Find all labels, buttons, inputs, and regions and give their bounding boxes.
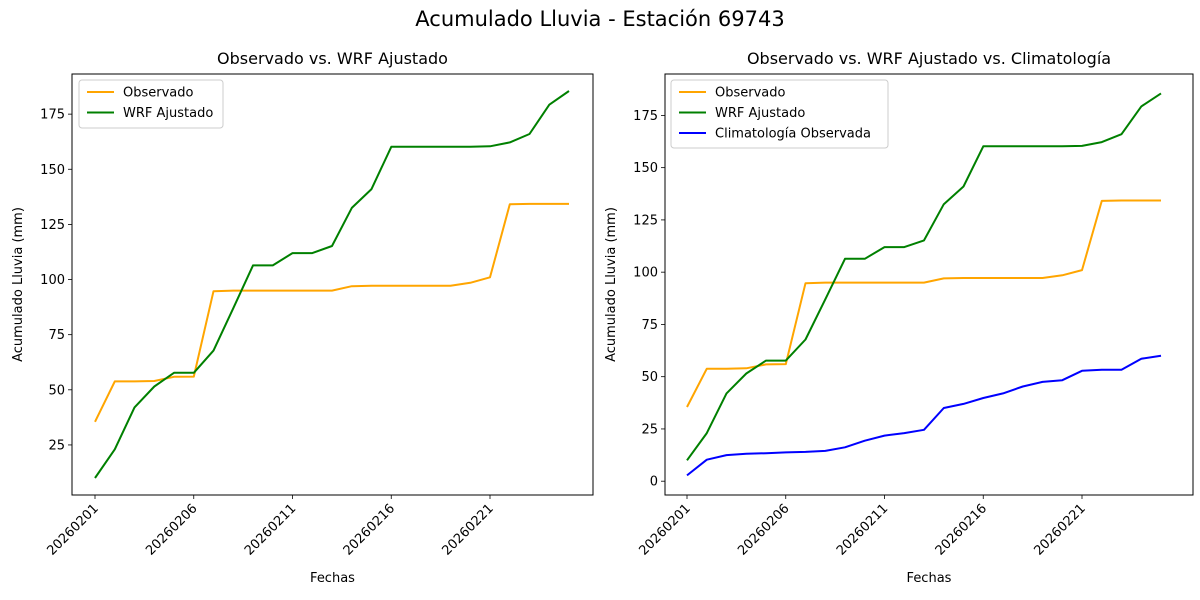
legend-label-wrf-ajustado: WRF Ajustado xyxy=(715,106,805,121)
y-tick-label: 25 xyxy=(48,438,65,453)
series-line-climatologia-observada xyxy=(686,354,1162,477)
y-tick-label: 75 xyxy=(48,328,65,343)
y-tick-label: 50 xyxy=(48,383,65,398)
y-tick-label: 125 xyxy=(40,218,65,233)
series-line-wrf-ajustado xyxy=(686,92,1162,461)
x-tick-label: 20260221 xyxy=(1031,501,1088,558)
y-tick-label: 50 xyxy=(641,370,658,385)
x-tick-label: 20260201 xyxy=(44,501,101,558)
legend-label-climatologia-observada: Climatología Observada xyxy=(715,127,871,142)
x-axis-label: Fechas xyxy=(310,571,355,586)
x-tick-label: 20260201 xyxy=(636,501,693,558)
series-line-wrf-ajustado xyxy=(94,90,570,479)
series-line-observado xyxy=(94,202,569,423)
chart-title: Observado vs. WRF Ajustado vs. Climatolo… xyxy=(747,49,1111,68)
series-line-observado xyxy=(686,199,1161,408)
y-tick-label: 125 xyxy=(633,213,658,228)
y-tick-label: 150 xyxy=(40,163,65,178)
chart-observado-vs-wrf-vs-climatologia: Observado vs. WRF Ajustado vs. Climatolo… xyxy=(604,49,1194,586)
x-tick-label: 20260216 xyxy=(933,501,990,558)
y-tick-label: 75 xyxy=(641,318,658,333)
y-tick-label: 150 xyxy=(633,161,658,176)
y-axis-label: Acumulado Lluvia (mm) xyxy=(604,207,619,362)
y-tick-label: 175 xyxy=(633,109,658,124)
x-tick-label: 20260206 xyxy=(735,501,792,558)
chart-observado-vs-wrf: Observado vs. WRF Ajustado 25 50 75 100 125 15… xyxy=(11,49,594,586)
x-tick-label: 20260206 xyxy=(143,501,200,558)
legend-box xyxy=(78,79,224,129)
y-tick-label: 175 xyxy=(40,108,65,123)
x-tick-label: 20260216 xyxy=(341,501,398,558)
legend-label-observado: Observado xyxy=(715,86,786,101)
x-axis-label: Fechas xyxy=(907,571,952,586)
plot-frame xyxy=(71,73,594,496)
legend-label-wrf-ajustado: WRF Ajustado xyxy=(123,106,213,121)
chart-title: Observado vs. WRF Ajustado xyxy=(217,49,448,68)
x-tick-label: 20260221 xyxy=(439,501,496,558)
x-tick-label: 20260211 xyxy=(834,501,891,558)
x-tick-label: 20260211 xyxy=(242,501,299,558)
y-tick-label: 100 xyxy=(633,266,658,281)
y-tick-label: 25 xyxy=(641,422,658,437)
plot-frame xyxy=(664,73,1194,496)
legend-box xyxy=(670,79,889,149)
figure-title: Acumulado Lluvia - Estación 69743 xyxy=(415,7,785,31)
y-tick-label: 0 xyxy=(650,475,658,490)
y-axis-label: Acumulado Lluvia (mm) xyxy=(11,207,26,362)
legend-label-observado: Observado xyxy=(123,86,194,101)
y-tick-label: 100 xyxy=(40,273,65,288)
